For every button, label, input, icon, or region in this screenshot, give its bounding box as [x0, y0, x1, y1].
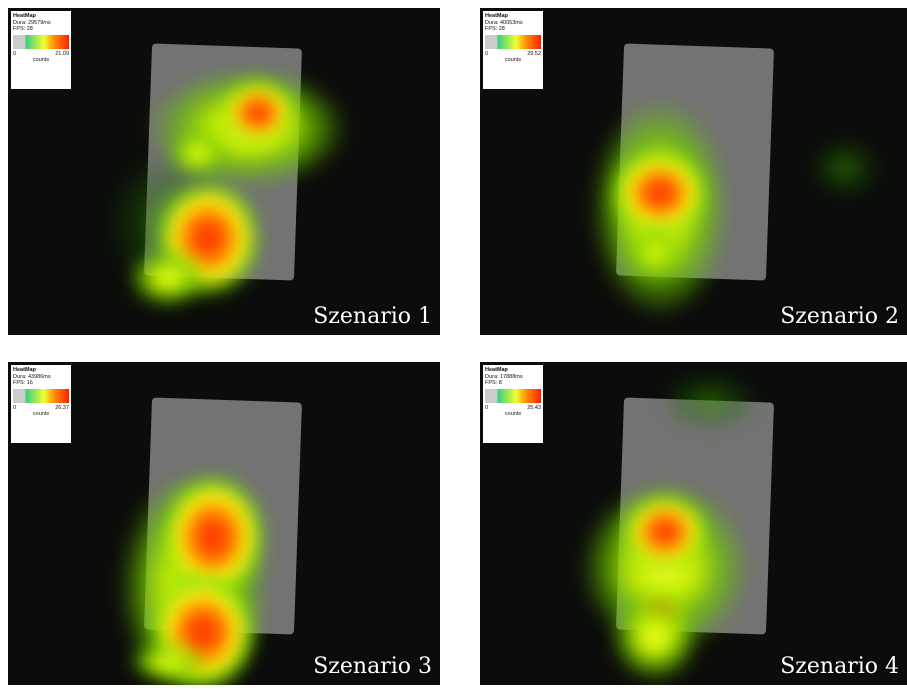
legend-unit: counts	[504, 411, 522, 417]
legend-range: 0 29.52	[485, 51, 541, 58]
legend-unit: counts	[32, 411, 50, 417]
legend-max: 26.37	[55, 404, 69, 411]
legend-range: 0 21.09	[13, 51, 69, 58]
legend-min: 0	[485, 404, 489, 411]
legend-duration: Dura: 29579ms	[13, 19, 51, 26]
legend-unit: counts	[504, 57, 522, 63]
legend: HeatMap Dura: 29579ms FPS: 28 0 21.09 counts	[11, 11, 71, 89]
heat-spot	[610, 148, 710, 238]
legend-colorbar	[13, 388, 69, 403]
legend-range: 0 26.37	[13, 405, 69, 412]
heatmap-panel: HeatMap Dura: 43986ms FPS: 16 0 26.37 counts S…	[8, 362, 440, 685]
legend: HeatMap Dura: 43986ms FPS: 16 0 26.37 counts	[11, 365, 71, 443]
scenario-label: Szenario 3	[313, 654, 432, 679]
heat-spot	[660, 372, 760, 432]
legend: HeatMap Dura: 17888ms FPS: 8 0 25.43 counts	[483, 365, 543, 443]
scenario-label: Szenario 4	[780, 654, 899, 679]
legend-title: HeatMap	[13, 367, 36, 373]
legend-title: HeatMap	[13, 13, 36, 19]
legend-fps: FPS: 16	[13, 380, 33, 386]
heat-spot	[218, 78, 298, 148]
legend-range: 0 25.43	[485, 405, 541, 412]
heat-spot	[630, 228, 680, 278]
legend-fps: FPS: 8	[485, 380, 502, 386]
legend-colorbar	[485, 34, 541, 49]
legend-colorbar	[13, 34, 69, 49]
legend-min: 0	[13, 404, 17, 411]
heat-spot	[610, 592, 700, 682]
legend-max: 21.09	[55, 50, 69, 57]
legend-min: 0	[13, 50, 17, 57]
legend-duration: Dura: 43986ms	[13, 373, 51, 380]
heat-spot	[168, 128, 228, 178]
scenario-label: Szenario 1	[313, 304, 432, 329]
heatmap-panel: HeatMap Dura: 40053ms FPS: 28 0 29.52 counts S…	[480, 8, 907, 335]
legend-max: 25.43	[527, 404, 541, 411]
heat-spot	[128, 248, 208, 308]
heatmap-panel: HeatMap Dura: 29579ms FPS: 28 0 21.09 counts S…	[8, 8, 440, 335]
legend-fps: FPS: 28	[485, 26, 505, 32]
legend-title: HeatMap	[485, 13, 508, 19]
heat-spot	[128, 642, 208, 682]
legend-duration: Dura: 40053ms	[485, 19, 523, 26]
heatmap-panel: HeatMap Dura: 17888ms FPS: 8 0 25.43 counts Sz…	[480, 362, 907, 685]
legend-colorbar	[485, 388, 541, 403]
legend-unit: counts	[32, 57, 50, 63]
scenario-label: Szenario 2	[780, 304, 899, 329]
legend-min: 0	[485, 50, 489, 57]
legend-title: HeatMap	[485, 367, 508, 373]
legend-fps: FPS: 28	[13, 26, 33, 32]
heat-spot	[810, 138, 880, 198]
legend: HeatMap Dura: 40053ms FPS: 28 0 29.52 counts	[483, 11, 543, 89]
legend-max: 29.52	[527, 50, 541, 57]
heat-spot	[620, 492, 710, 572]
legend-duration: Dura: 17888ms	[485, 373, 523, 380]
